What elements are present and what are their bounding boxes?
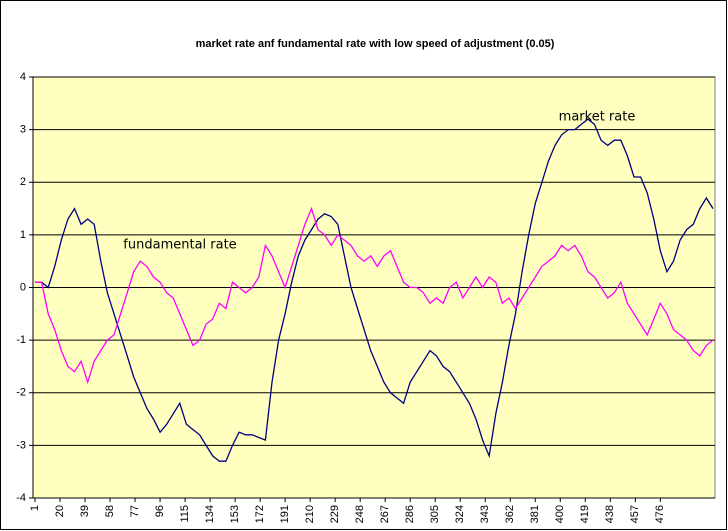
- x-tick-label: 229: [329, 505, 341, 523]
- x-tick-label: 286: [404, 505, 416, 523]
- x-tick-label: 115: [179, 505, 191, 523]
- y-tick-label: 2: [20, 176, 26, 188]
- chart-title: market rate anf fundamental rate with lo…: [196, 38, 555, 50]
- y-tick-label: 4: [20, 71, 26, 83]
- series-line: [35, 206, 714, 385]
- x-tick-label: 457: [629, 505, 641, 523]
- series-line: [35, 118, 714, 462]
- y-tick-label: -4: [16, 492, 26, 504]
- x-tick-label: 210: [304, 505, 316, 523]
- x-tick-label: 476: [654, 505, 666, 523]
- y-tick-label: 1: [20, 229, 26, 241]
- x-tick-label: 324: [454, 505, 466, 523]
- annotation: market rate: [559, 110, 636, 125]
- annotation: fundamental rate: [123, 238, 236, 253]
- x-tick-label: 343: [479, 505, 491, 523]
- x-tick-label: 438: [604, 505, 616, 523]
- x-tick-label: 172: [254, 505, 266, 523]
- x-tick-label: 77: [129, 505, 141, 517]
- x-tick-label: 39: [79, 505, 91, 517]
- x-tick-label: 96: [154, 505, 166, 517]
- y-tick-label: 3: [20, 124, 26, 136]
- x-tick-label: 20: [54, 505, 66, 517]
- y-tick-label: -3: [16, 439, 26, 451]
- y-tick-label: 0: [20, 281, 26, 293]
- x-tick-label: 248: [354, 505, 366, 523]
- x-tick-label: 381: [529, 505, 541, 523]
- x-tick-label: 267: [379, 505, 391, 523]
- x-tick-label: 419: [579, 505, 591, 523]
- x-tick-label: 1: [29, 505, 41, 511]
- y-tick-label: -2: [16, 387, 26, 399]
- x-tick-label: 153: [229, 505, 241, 523]
- x-tick-label: 134: [204, 505, 216, 523]
- x-tick-label: 305: [429, 505, 441, 523]
- x-tick-label: 58: [104, 505, 116, 517]
- x-tick-label: 362: [504, 505, 516, 523]
- x-tick-label: 400: [554, 505, 566, 523]
- y-tick-label: -1: [16, 334, 26, 346]
- x-tick-label: 191: [279, 505, 291, 523]
